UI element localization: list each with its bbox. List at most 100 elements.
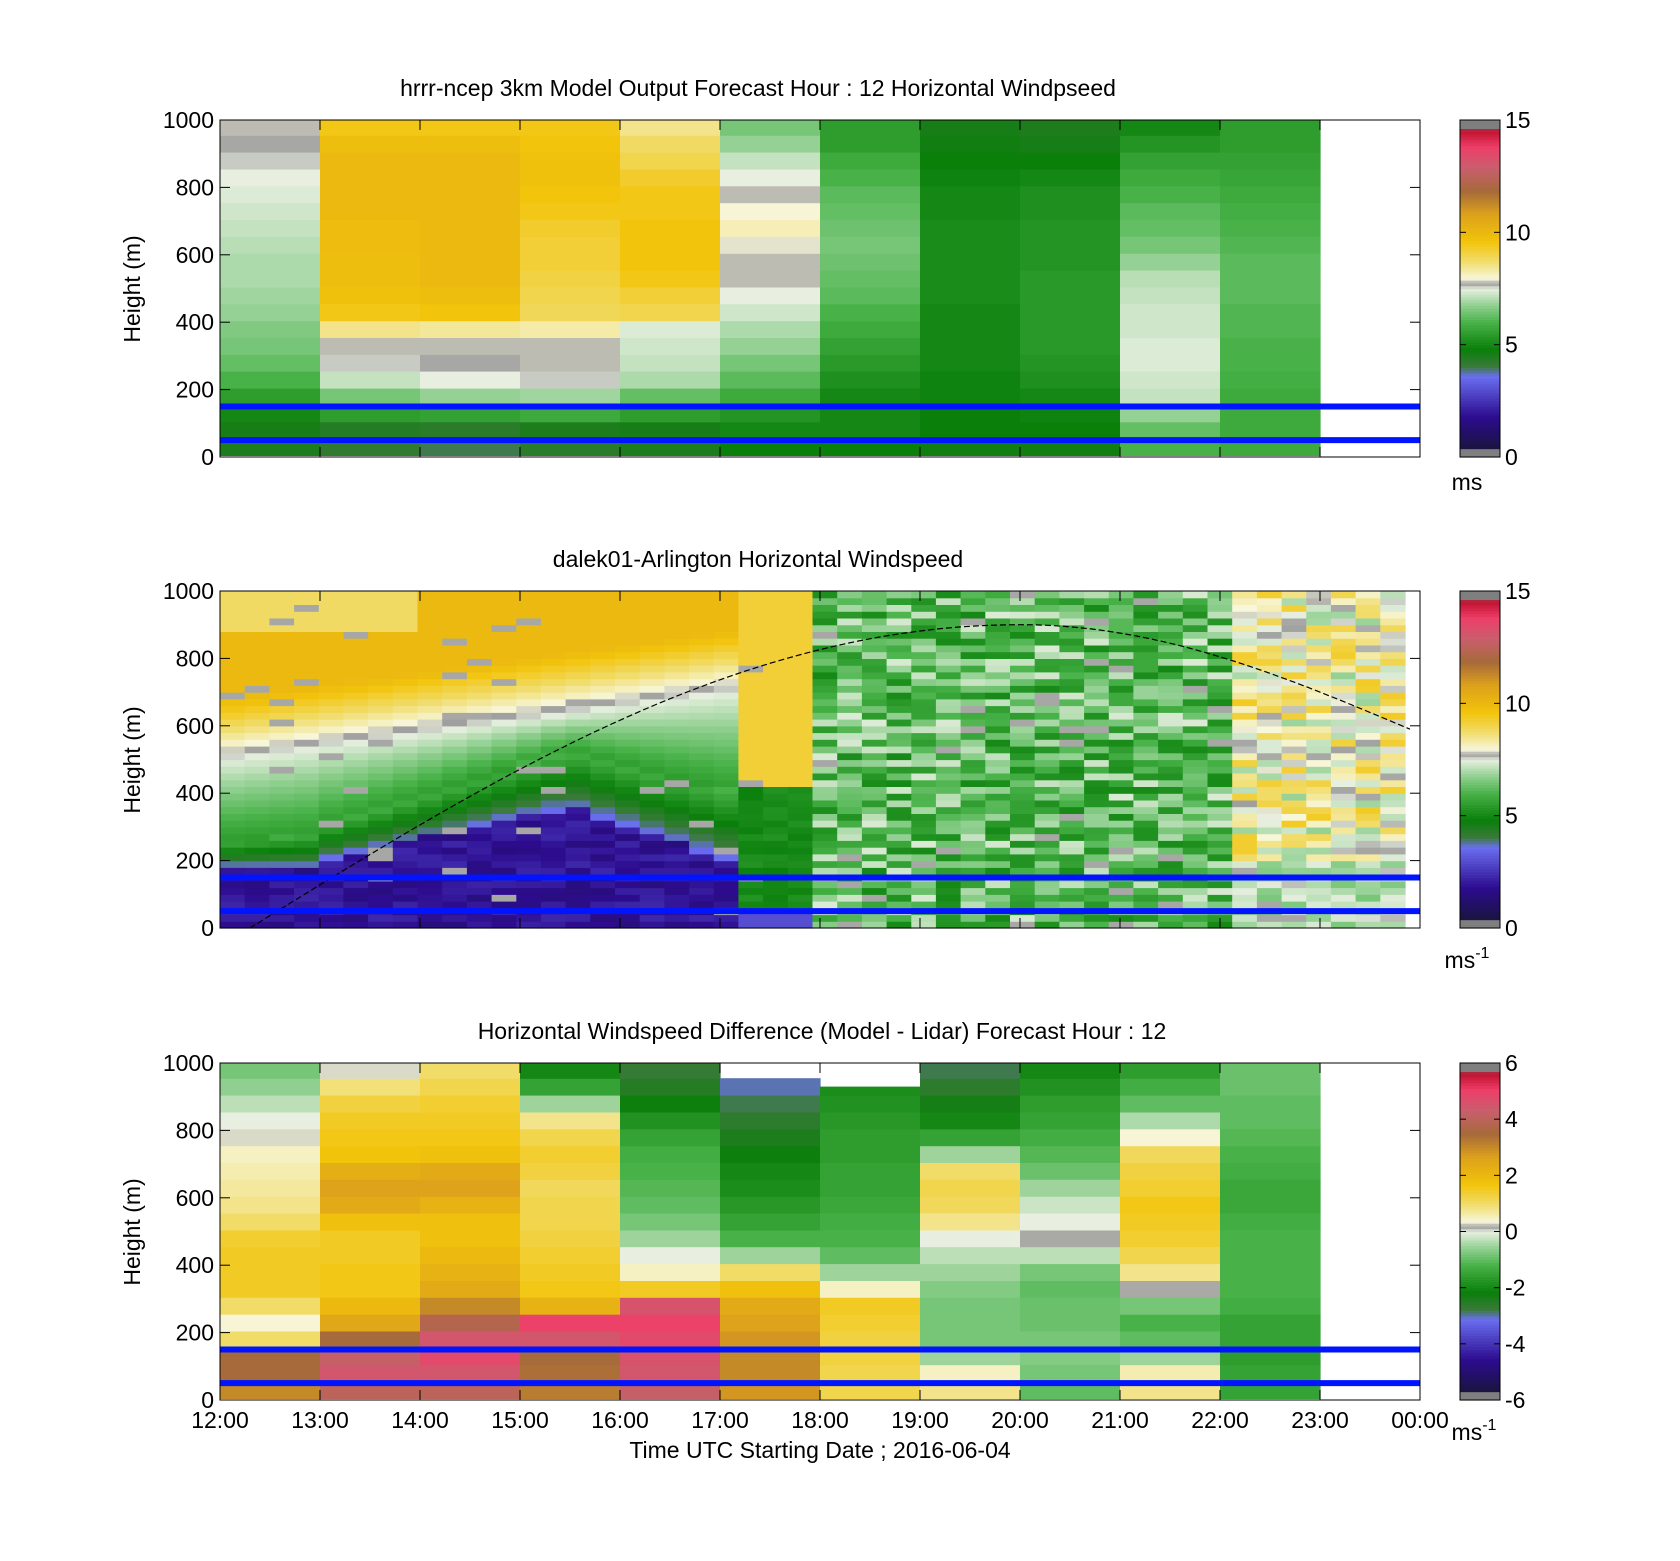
colorbar-swatch bbox=[1460, 226, 1500, 231]
y-tick-label: 400 bbox=[176, 780, 214, 806]
heatmap-cell bbox=[294, 604, 320, 612]
colorbar-swatch bbox=[1460, 722, 1500, 727]
colorbar-swatch bbox=[1460, 621, 1500, 626]
heatmap-cell bbox=[491, 678, 517, 686]
heatmap-cell bbox=[1306, 658, 1332, 666]
heatmap-cell bbox=[886, 712, 912, 720]
heatmap-cell bbox=[1330, 901, 1357, 909]
heatmap-cell bbox=[935, 638, 962, 646]
heatmap-cell bbox=[1306, 793, 1332, 801]
heatmap-cell bbox=[639, 732, 665, 740]
heatmap-cell bbox=[620, 120, 721, 136]
heatmap-cell bbox=[1034, 813, 1060, 821]
heatmap-cell bbox=[442, 833, 468, 841]
heatmap-cell bbox=[1207, 786, 1233, 794]
heatmap-cell bbox=[985, 820, 1011, 828]
heatmap-cell bbox=[763, 853, 789, 862]
colorbar-swatch bbox=[1460, 607, 1500, 612]
heatmap-cell bbox=[738, 624, 764, 632]
heatmap-cell bbox=[812, 887, 838, 895]
heatmap-cell bbox=[343, 853, 369, 862]
heatmap-cell bbox=[420, 1179, 521, 1197]
heatmap-cell bbox=[763, 806, 789, 814]
heatmap-cell bbox=[1020, 1246, 1121, 1265]
heatmap-cell bbox=[620, 1128, 721, 1147]
heatmap-cell bbox=[1281, 631, 1307, 639]
heatmap-cell bbox=[590, 671, 616, 680]
heatmap-cell bbox=[1158, 712, 1184, 720]
heatmap-cell bbox=[220, 1280, 321, 1298]
heatmap-cell bbox=[392, 624, 419, 632]
heatmap-cell bbox=[442, 624, 468, 632]
heatmap-cell bbox=[886, 820, 912, 828]
heatmap-cell bbox=[294, 591, 320, 599]
heatmap-cell bbox=[1084, 591, 1110, 599]
heatmap-cell bbox=[1034, 597, 1060, 605]
heatmap-cell bbox=[269, 739, 295, 747]
heatmap-cell bbox=[985, 894, 1011, 902]
heatmap-cell bbox=[960, 860, 986, 868]
colorbar-swatch bbox=[1460, 1110, 1500, 1115]
heatmap-cell bbox=[320, 253, 421, 271]
panel-difference: Horizontal Windspeed Difference (Model -… bbox=[119, 1018, 1526, 1445]
heatmap-cell bbox=[318, 644, 345, 653]
heatmap-cell bbox=[837, 597, 863, 605]
heatmap-cell bbox=[520, 1078, 621, 1096]
heatmap-cell bbox=[220, 1330, 321, 1349]
heatmap-cell bbox=[886, 611, 912, 619]
heatmap-cell bbox=[1306, 712, 1332, 720]
heatmap-cell bbox=[1232, 914, 1258, 922]
heatmap-cell bbox=[1120, 1314, 1221, 1332]
heatmap-cell bbox=[886, 719, 912, 727]
heatmap-cell bbox=[565, 759, 591, 767]
heatmap-cell bbox=[516, 631, 542, 639]
heatmap-cell bbox=[1232, 685, 1258, 693]
heatmap-cell bbox=[520, 152, 621, 170]
heatmap-cell bbox=[620, 371, 721, 389]
heatmap-cell bbox=[1034, 826, 1060, 835]
colorbar-swatch bbox=[1460, 257, 1500, 262]
heatmap-cell bbox=[1084, 604, 1110, 612]
heatmap-cell bbox=[392, 853, 419, 862]
heatmap-cell bbox=[417, 746, 443, 754]
heatmap-cell bbox=[1034, 786, 1060, 794]
heatmap-cell bbox=[1355, 853, 1381, 862]
heatmap-cell bbox=[1010, 880, 1036, 889]
heatmap-cell bbox=[615, 806, 641, 814]
heatmap-cell bbox=[220, 773, 246, 781]
heatmap-cell bbox=[520, 1364, 621, 1382]
heatmap-cell bbox=[269, 644, 295, 653]
heatmap-cell bbox=[1120, 152, 1221, 170]
heatmap-cell bbox=[639, 678, 665, 686]
heatmap-cell bbox=[812, 591, 838, 599]
heatmap-cell bbox=[985, 611, 1011, 619]
heatmap-cell bbox=[639, 860, 665, 868]
heatmap-cell bbox=[417, 705, 443, 713]
heatmap-cell bbox=[1281, 887, 1307, 895]
heatmap-cell bbox=[1380, 597, 1406, 605]
heatmap-cell bbox=[466, 644, 493, 653]
heatmap-cell bbox=[738, 611, 764, 619]
heatmap-cell bbox=[1034, 611, 1060, 619]
colorbar-swatch bbox=[1460, 1383, 1500, 1387]
heatmap-cell bbox=[368, 732, 394, 740]
colorbar-swatch bbox=[1460, 1366, 1500, 1370]
colorbar-tick-label: 5 bbox=[1505, 803, 1518, 829]
heatmap-cell bbox=[491, 597, 517, 605]
colorbar-swatch bbox=[1460, 1138, 1500, 1143]
heatmap-cell bbox=[392, 766, 419, 774]
heatmap-cell bbox=[442, 692, 468, 700]
colorbar-swatch bbox=[1460, 341, 1500, 346]
heatmap-cell bbox=[1330, 685, 1357, 693]
heatmap-cell bbox=[763, 705, 789, 713]
heatmap-cell bbox=[1355, 833, 1381, 841]
heatmap-cell bbox=[1084, 813, 1110, 821]
heatmap-cell bbox=[1220, 1297, 1321, 1315]
heatmap-cell bbox=[392, 894, 419, 902]
heatmap-cell bbox=[1281, 725, 1307, 734]
heatmap-cell bbox=[620, 1280, 721, 1298]
heatmap-cell bbox=[1133, 833, 1159, 841]
heatmap-cell bbox=[911, 604, 937, 612]
heatmap-cell bbox=[1256, 921, 1283, 929]
heatmap-cell bbox=[516, 779, 542, 787]
